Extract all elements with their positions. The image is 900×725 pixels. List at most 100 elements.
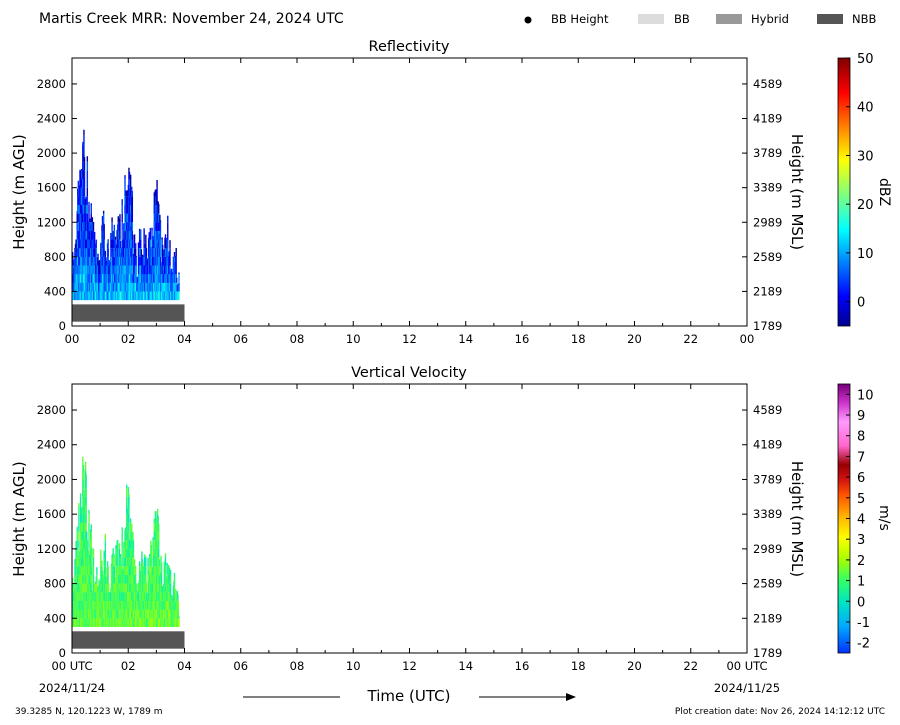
echo-cell — [118, 543, 121, 549]
echo-cell — [77, 230, 80, 240]
echo-cell — [164, 557, 167, 567]
x-tick-label: 00 — [65, 332, 80, 346]
echo-cell — [172, 256, 175, 258]
echo-cell — [150, 566, 153, 575]
echo-cell — [92, 566, 95, 575]
echo-cell — [126, 509, 128, 515]
echo-cell — [78, 540, 80, 549]
velocity-echo — [72, 456, 185, 649]
echo-cell — [85, 488, 87, 497]
echo-cell — [157, 516, 159, 523]
reflectivity-panel: Reflectivity Height (m AGL) Height (m MS… — [10, 39, 892, 346]
echo-cell — [109, 262, 111, 266]
echo-cell — [123, 557, 125, 567]
legend-bb-height-label: BB Height — [551, 12, 609, 26]
echo-cell — [143, 228, 145, 231]
x-tick-label: 06 — [233, 659, 248, 673]
echo-cell — [113, 239, 116, 249]
y-tick-label: 2400 — [37, 438, 66, 452]
echo-cell — [124, 187, 126, 197]
echo-cell — [90, 203, 92, 205]
echo-cell — [128, 505, 130, 515]
echo-cell — [92, 574, 95, 584]
y-tick-label: 1200 — [37, 542, 66, 556]
echo-cell — [94, 256, 96, 266]
echo-cell — [132, 256, 135, 266]
echo-cell — [129, 522, 132, 532]
echo-cell — [164, 574, 167, 584]
echo-cell — [117, 557, 119, 567]
echo-cell — [91, 230, 94, 240]
echo-cell — [76, 540, 78, 549]
echo-cell — [175, 248, 177, 249]
echo-cell — [88, 514, 90, 523]
y-tick-label: 1600 — [37, 181, 66, 195]
echo-cell — [92, 239, 95, 249]
y-tick-label: 800 — [44, 577, 66, 591]
x-tick-label: 06 — [233, 332, 248, 346]
echo-cell — [142, 562, 144, 567]
echo-cell — [151, 230, 153, 240]
echo-cell — [104, 566, 107, 575]
echo-cell — [100, 583, 102, 593]
echo-cell — [97, 253, 99, 257]
legend-hybrid-label: Hybrid — [751, 12, 789, 26]
echo-cell — [168, 565, 170, 567]
colorbar-tick-label: 9 — [857, 409, 865, 424]
echo-cell — [131, 191, 134, 197]
echo-cell — [121, 531, 123, 541]
echo-cell — [92, 222, 95, 223]
echo-cell — [145, 239, 147, 249]
echo-cell — [110, 239, 112, 249]
echo-cell — [124, 175, 126, 180]
echo-cell — [155, 189, 157, 197]
colorbar-tick-label: 0 — [857, 296, 865, 311]
echo-cell — [155, 522, 157, 532]
echo-cell — [114, 239, 117, 249]
echo-cell — [169, 583, 172, 593]
echo-cell — [140, 229, 142, 231]
echo-cell — [177, 609, 180, 619]
echo-cell — [119, 240, 122, 249]
echo-cell — [112, 230, 114, 240]
echo-cell — [99, 580, 101, 584]
reflectivity-ylabel: Height (m AGL) — [10, 134, 28, 249]
echo-cell — [135, 248, 137, 257]
echo-cell — [129, 187, 132, 197]
colorbar-tick-label: -1 — [857, 616, 870, 631]
echo-cell — [164, 553, 167, 558]
echo-cell — [166, 566, 168, 575]
y-tick-label-right: 4589 — [753, 77, 782, 91]
echo-cell — [87, 550, 89, 558]
echo-cell — [86, 156, 89, 162]
echo-cell — [91, 217, 94, 223]
echo-cell — [88, 222, 90, 231]
echo-cell — [129, 204, 132, 214]
echo-cell — [83, 161, 86, 171]
colorbar-tick-label: 4 — [857, 513, 865, 528]
echo-cell — [109, 592, 111, 593]
echo-cell — [113, 224, 116, 231]
echo-cell — [119, 214, 121, 223]
y-tick-label: 2000 — [37, 472, 66, 486]
echo-cell — [93, 231, 96, 240]
echo-cell — [90, 222, 92, 231]
y-tick-label-right: 1789 — [753, 319, 782, 333]
echo-cell — [92, 548, 95, 550]
echo-cell — [82, 187, 84, 197]
echo-cell — [119, 557, 122, 567]
echo-cell — [128, 539, 131, 541]
echo-cell — [76, 548, 78, 558]
colorbar-tick-label: 20 — [857, 198, 874, 213]
echo-cell — [121, 230, 123, 240]
colorbar-tick-label: 40 — [857, 101, 874, 116]
echo-cell — [119, 230, 121, 240]
echo-cell — [159, 256, 162, 266]
echo-cell — [176, 590, 179, 593]
echo-cell — [119, 554, 122, 558]
velocity-ylabel-right: Height (m MSL) — [788, 461, 806, 577]
echo-cell — [88, 540, 90, 549]
time-arrow-head — [566, 693, 576, 701]
echo-cell — [159, 230, 162, 240]
echo-cell — [164, 234, 167, 240]
